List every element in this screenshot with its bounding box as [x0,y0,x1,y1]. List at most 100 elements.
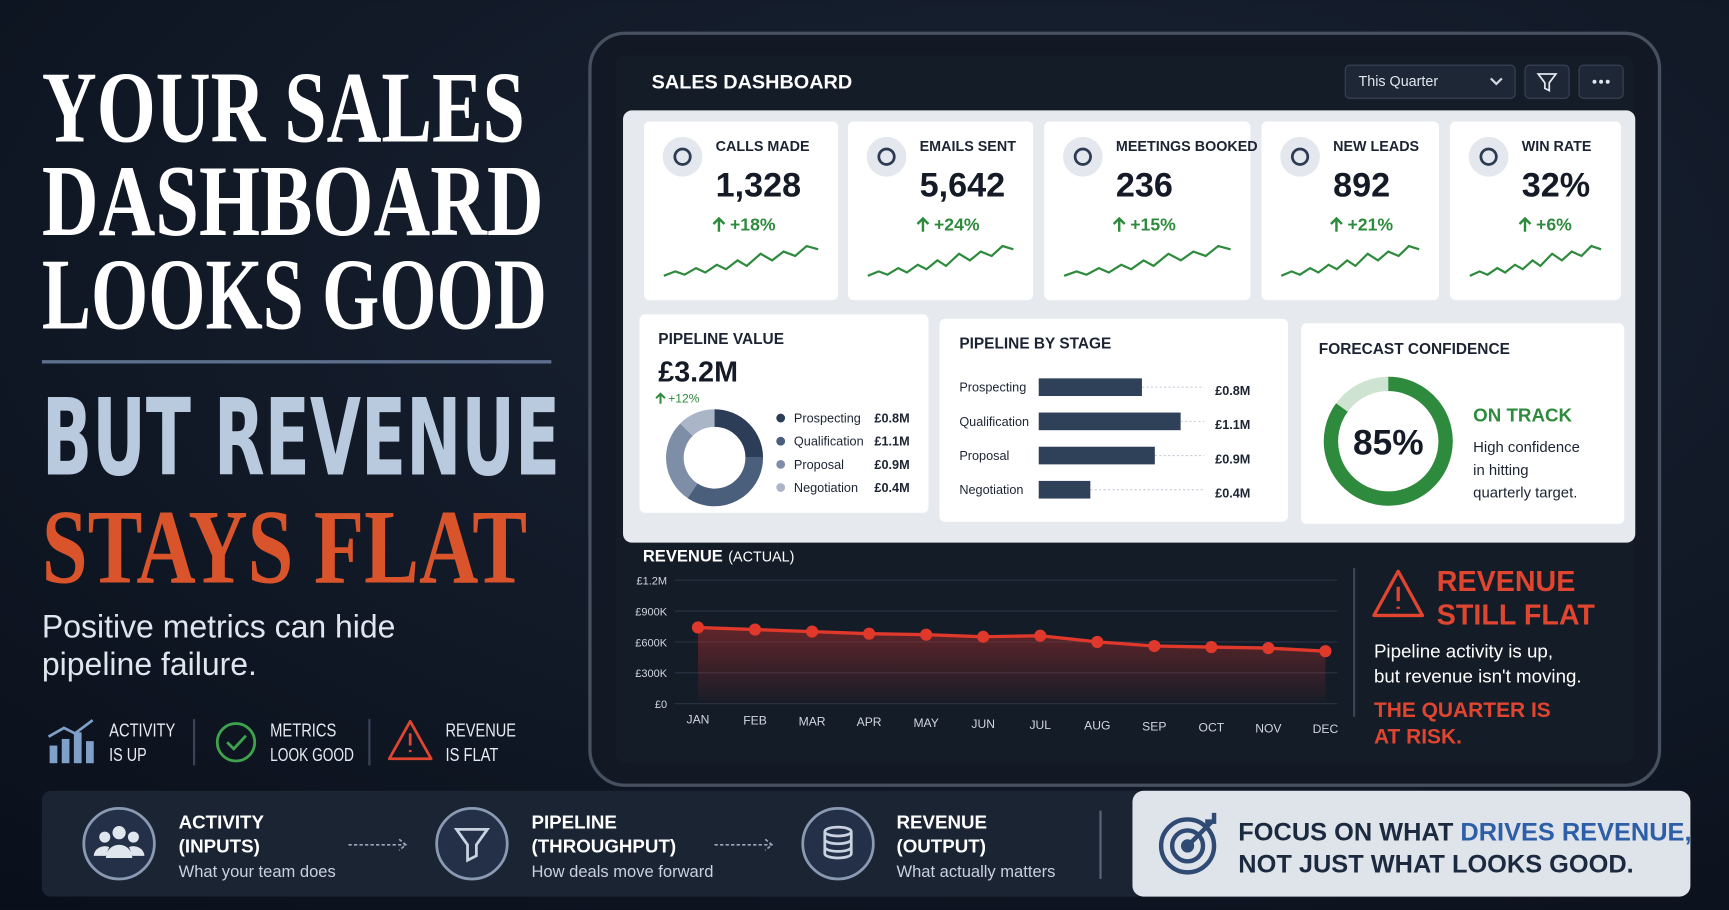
stage-bar [1038,480,1091,499]
kpi-change: +21% [1347,215,1393,235]
confidence-ring [1323,376,1453,506]
team-icon [93,826,145,859]
alert-warning: THE QUARTER IS [1374,699,1551,722]
alert-title: STILL FLAT [1437,599,1596,631]
revenue-point [1205,640,1218,654]
card-title: FORECAST CONFIDENCE [1319,341,1510,358]
card-title: PIPELINE VALUE [658,331,784,348]
pipeline-card [639,314,929,513]
sparkline [1469,244,1602,277]
kpi-icon-glyph [1073,147,1092,166]
donut-segment [687,457,764,507]
signal-label: ACTIVITY [109,720,176,741]
kpi-icon-glyph [1479,147,1498,166]
kpi-icon-glyph [877,147,896,166]
focus-line: NOT JUST WHAT LOOKS GOOD. [1238,850,1633,878]
pipeline-change: +12% [668,392,700,406]
forecast-card [1301,323,1625,524]
x-tick-label: FEB [743,713,767,727]
x-tick-label: AUG [1084,719,1110,733]
headline: YOUR SALES [42,51,525,163]
filter-button[interactable] [1524,64,1570,99]
kpi-value: 236 [1116,166,1173,204]
kpi-icon-glyph [673,147,692,166]
headline: LOOKS GOOD [42,239,547,351]
flow-subtitle: (THROUGHPUT) [531,836,676,857]
up-arrow [1330,216,1343,232]
flow-icons [82,807,875,881]
legend-value: £0.4M [874,481,909,495]
focus-box [1132,790,1691,897]
signal-label: REVENUE [445,720,516,741]
legend-dot [776,413,786,423]
revenue-point [977,630,990,643]
headline: DASHBOARD [42,145,544,257]
x-tick-label: SEP [1142,720,1166,734]
revenue-point [1148,639,1161,653]
flow-title: ACTIVITY [179,811,265,832]
x-tick-label: OCT [1199,720,1225,734]
legend-label: Qualification [794,435,864,449]
sparkline [867,244,1014,277]
kpi-value: 5,642 [920,166,1006,204]
x-tick-label: JUN [971,717,995,731]
up-arrow [1518,216,1532,232]
kpi-change: +6% [1536,215,1572,235]
revenue-point [748,623,762,636]
up-arrow [1112,216,1126,232]
flow-description: What actually matters [896,862,1055,881]
kpi-change: +15% [1130,215,1176,235]
stage-label: Qualification [959,415,1029,429]
kpi-label: MEETINGS BOOKED [1116,139,1258,155]
alert-title: REVENUE [1437,566,1576,598]
revenue-point [863,627,876,640]
contrast-headline: BUT REVENUE [42,376,560,499]
kpi-value: 892 [1333,166,1390,204]
revenue-point [806,625,819,638]
x-tick-label: JUL [1029,718,1051,732]
dashboard-title: SALES DASHBOARD [652,71,853,93]
more-icon [1592,79,1610,84]
legend-dot [776,459,786,469]
y-tick-label: £300K [635,668,668,680]
forecast-description: quarterly target. [1473,485,1577,501]
donut-segment [680,409,716,437]
stage-value: £1.1M [1215,418,1250,432]
x-tick-label: APR [857,715,882,729]
legend-label: Negotiation [794,481,858,495]
focus-prefix: FOCUS ON WHAT [1238,818,1460,846]
x-tick-label: JAN [687,713,710,727]
chart-title-main: REVENUE [643,546,723,565]
chart-subtitle: (ACTUAL) [728,549,794,565]
kpi-label: WIN RATE [1522,139,1592,155]
signal-label: IS UP [109,744,146,765]
flow-title: PIPELINE [531,811,616,832]
period-dropdown[interactable] [1344,64,1516,99]
kpi-value: 32% [1522,166,1590,204]
flow-subtitle: (OUTPUT) [896,836,986,857]
y-tick-label: £600K [635,637,668,649]
kpi-icon [1280,136,1320,177]
kpi-value: 1,328 [716,166,802,204]
x-tick-label: DEC [1313,722,1339,736]
forecast-status: ON TRACK [1473,404,1572,425]
punch-headline: STAYS FLAT [42,488,527,605]
revenue-point [1091,635,1104,648]
up-arrow [916,216,930,232]
confidence-value: 85% [1353,423,1424,462]
legend-dot [776,436,786,446]
revenue-line [697,625,1326,653]
up-arrow [712,216,726,232]
subtitle: Positive metrics can hide [42,608,396,644]
revenue-point [1034,629,1047,642]
y-tick-label: £0 [655,699,667,711]
warning-icon [387,719,433,761]
forecast-description: High confidence [1473,440,1580,456]
y-tick-label: £1.2M [636,576,667,588]
subtitle: pipeline failure. [42,646,257,682]
focus-line: FOCUS ON WHAT DRIVES REVENUE, [1238,818,1691,846]
kpi-label: EMAILS SENT [920,139,1017,155]
kpi-icon [1468,136,1509,177]
chevron [1490,77,1503,86]
